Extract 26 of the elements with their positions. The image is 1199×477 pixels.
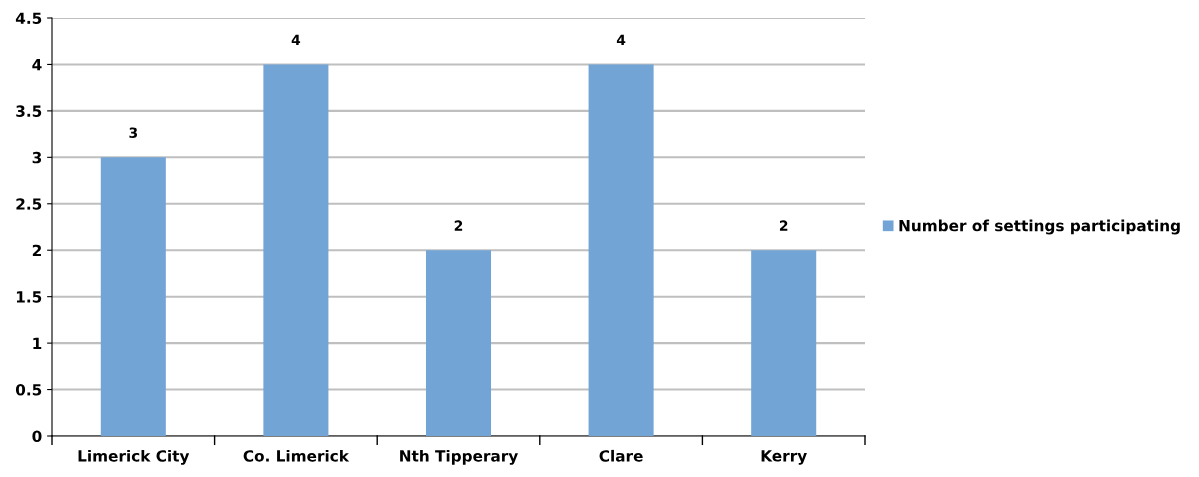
x-tick-label: Clare bbox=[599, 449, 643, 462]
bar bbox=[263, 64, 329, 436]
bar bbox=[425, 250, 492, 436]
y-tick-label: 0.5 bbox=[15, 384, 42, 396]
y-tick-label: 3 bbox=[32, 151, 42, 164]
y-tick-label: 0 bbox=[32, 430, 42, 443]
bar bbox=[588, 64, 654, 436]
data-label: 4 bbox=[291, 34, 301, 45]
y-tick-label: 4 bbox=[32, 59, 42, 71]
data-label: 4 bbox=[616, 34, 626, 45]
bar bbox=[100, 157, 166, 436]
y-tick-label: 1.5 bbox=[16, 291, 42, 303]
y-tick-label: 3.5 bbox=[16, 105, 42, 117]
bar bbox=[751, 250, 817, 436]
x-tick-label: Nth Tipperary bbox=[400, 449, 518, 465]
x-tick-label: Kerry bbox=[761, 450, 807, 465]
y-tick-label: 1 bbox=[33, 337, 42, 349]
data-label: 3 bbox=[129, 127, 138, 138]
x-tick-label: Co. Limerick bbox=[243, 449, 350, 462]
y-tick-label: 2.5 bbox=[16, 198, 42, 210]
legend-label: Number of settings participating bbox=[899, 219, 1180, 235]
y-tick-label: 2 bbox=[32, 244, 41, 257]
data-label: 2 bbox=[454, 220, 463, 231]
data-label: 2 bbox=[779, 220, 788, 231]
y-tick-label: 4.5 bbox=[15, 12, 42, 25]
x-tick-label: Limerick City bbox=[78, 449, 190, 465]
